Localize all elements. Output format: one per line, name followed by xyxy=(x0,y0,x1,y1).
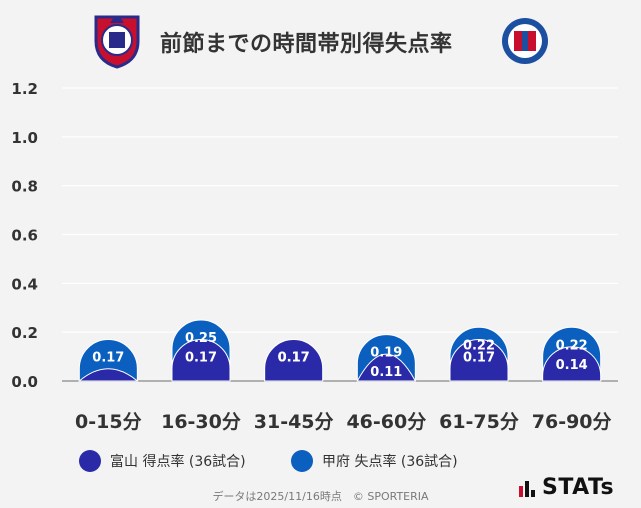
data-label-away: 0.19 xyxy=(370,346,402,361)
x-tick-label: 76-90分 xyxy=(532,411,612,433)
y-tick-label: 0.8 xyxy=(11,178,38,196)
chart-title: 前節までの時間帯別得失点率 xyxy=(160,32,453,57)
x-tick-label: 61-75分 xyxy=(439,411,519,433)
bar-home xyxy=(542,346,602,382)
y-tick-label: 0.4 xyxy=(11,275,38,293)
x-tick-label: 16-30分 xyxy=(161,411,241,433)
bar-away xyxy=(78,339,138,382)
legend-item-home: 富山 得点率 (36試合) xyxy=(79,448,246,474)
brand-logo: STATs xyxy=(518,475,614,500)
bar-home xyxy=(356,353,417,382)
data-label-away: 0.25 xyxy=(185,331,217,346)
data-label-away: 0.22 xyxy=(463,338,495,353)
bar-home xyxy=(264,339,324,382)
y-tick-label: 0.2 xyxy=(11,324,38,342)
legend-swatch-away xyxy=(291,450,313,472)
data-label-away: 0.17 xyxy=(278,350,310,365)
bar-home xyxy=(171,339,231,382)
x-tick-label: 46-60分 xyxy=(346,411,426,433)
x-tick-label: 0-15分 xyxy=(75,411,142,433)
y-tick-label: 0.0 xyxy=(11,373,38,391)
data-label-away: 0.17 xyxy=(92,350,124,365)
data-label-home: 0.17 xyxy=(463,350,495,365)
bar-home xyxy=(449,339,509,382)
data-label-home: 0.17 xyxy=(185,350,217,365)
data-label-home: 0.14 xyxy=(556,358,588,373)
data-label-away: 0.22 xyxy=(556,338,588,353)
y-tick-label: 1.2 xyxy=(11,80,38,98)
legend-swatch-home xyxy=(79,450,101,472)
toyama-club-crest-icon xyxy=(94,15,140,69)
legend-item-away: 甲府 失点率 (36試合) xyxy=(291,448,458,474)
legend-label-away: 甲府 失点率 (36試合) xyxy=(322,454,458,470)
legend-label-home: 富山 得点率 (36試合) xyxy=(110,454,246,470)
brand-name: STATs xyxy=(542,475,615,500)
stats-bars-icon xyxy=(519,480,535,497)
data-source-note: データは2025/11/16時点 © SPORTERIA xyxy=(212,490,429,503)
y-tick-label: 1.0 xyxy=(11,129,38,147)
data-label-home: 0.11 xyxy=(370,365,402,380)
y-tick-label: 0.6 xyxy=(11,227,38,245)
kofu-club-crest-icon xyxy=(502,18,548,64)
x-tick-label: 31-45分 xyxy=(254,411,334,433)
data-label-home: 0.17 xyxy=(278,350,310,365)
bar-home xyxy=(77,368,139,382)
